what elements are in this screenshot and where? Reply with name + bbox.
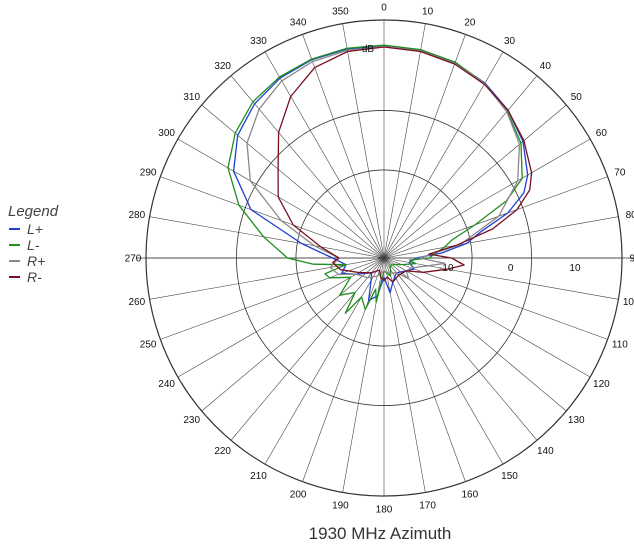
angle-tick-label: 30 — [504, 36, 516, 47]
grid-spoke — [383, 257, 567, 412]
series-group — [227, 44, 533, 314]
angle-tick-label: 340 — [290, 18, 307, 29]
grid-spoke — [264, 257, 385, 465]
grid-spoke — [264, 51, 385, 259]
angle-tick-label: 60 — [596, 128, 608, 139]
legend-label: R+ — [27, 253, 46, 269]
ring-value-label: -10 — [439, 263, 454, 274]
legend-swatch — [9, 276, 20, 278]
legend-label: L+ — [27, 221, 43, 237]
angle-tick-label: 190 — [332, 501, 349, 512]
angle-tick-label: 210 — [250, 471, 267, 482]
grid-spoke — [149, 216, 385, 259]
grid-spoke — [201, 257, 385, 412]
grid-spoke — [302, 257, 385, 482]
grid-spoke — [383, 23, 426, 259]
grid-spoke — [383, 257, 619, 300]
angle-tick-label: 90 — [629, 254, 634, 265]
grid-spoke — [383, 176, 608, 259]
angle-tick-label: 260 — [128, 297, 145, 308]
grid-spoke — [230, 75, 385, 259]
unit-label: dB — [362, 44, 375, 55]
legend-title: Legend — [8, 203, 59, 220]
angle-tick-label: 20 — [464, 18, 476, 29]
angle-tick-label: 200 — [290, 489, 307, 500]
angle-tick-label: 240 — [158, 379, 175, 390]
angle-tick-label: 270 — [125, 254, 142, 265]
legend-item-l-minus: L- — [8, 237, 58, 253]
grid-spoke — [383, 257, 504, 465]
angle-tick-label: 350 — [332, 6, 349, 17]
series-line-r-minus — [277, 46, 533, 283]
grid-spoke — [383, 216, 619, 259]
grid-spoke — [230, 257, 385, 441]
ring-value-label: 0 — [508, 263, 514, 274]
legend-item-l-plus: L+ — [8, 221, 58, 237]
grid-spoke — [177, 257, 385, 378]
grid-spoke — [383, 257, 591, 378]
grid-spoke — [383, 51, 504, 259]
series-line-r-minusplus — [246, 45, 521, 280]
grid-spoke — [342, 23, 385, 259]
angle-tick-label: 180 — [376, 505, 393, 516]
angle-tick-label: 300 — [158, 128, 175, 139]
polar-grid — [136, 19, 634, 497]
grid-spoke — [160, 257, 385, 340]
axis-labels: 0102030405060708090100110120130140150160… — [125, 3, 634, 516]
angle-tick-label: 150 — [501, 471, 518, 482]
legend-item-r-plus: R+ — [8, 253, 58, 269]
angle-tick-label: 70 — [614, 168, 626, 179]
angle-tick-label: 320 — [214, 61, 231, 72]
angle-tick-label: 230 — [183, 415, 200, 426]
angle-tick-label: 160 — [462, 489, 479, 500]
legend-label: R- — [27, 269, 42, 285]
grid-spoke — [383, 257, 466, 482]
grid-spoke — [383, 257, 426, 493]
grid-spoke — [160, 176, 385, 259]
angle-tick-label: 170 — [419, 501, 436, 512]
grid-spoke — [383, 34, 466, 259]
grid-spoke — [383, 138, 591, 259]
grid-spoke — [302, 34, 385, 259]
grid-spoke — [383, 257, 538, 441]
series-line-l-minusplus — [232, 45, 529, 301]
angle-tick-label: 130 — [568, 415, 585, 426]
chart-caption: 1930 MHz Azimuth — [308, 524, 452, 543]
angle-tick-label: 220 — [214, 446, 231, 457]
angle-tick-label: 80 — [626, 210, 634, 221]
grid-spoke — [201, 104, 385, 259]
legend-label: L- — [27, 237, 40, 253]
angle-tick-label: 50 — [571, 92, 583, 103]
angle-tick-label: 0 — [381, 3, 387, 14]
legend-item-r-minus: R- — [8, 269, 58, 285]
legend-swatch — [9, 260, 20, 262]
angle-tick-label: 120 — [593, 379, 610, 390]
legend-swatch — [9, 244, 20, 246]
angle-tick-label: 330 — [250, 36, 267, 47]
grid-spoke — [383, 75, 538, 259]
grid-spoke — [383, 104, 567, 259]
legend: Legend L+ L- R+ R- — [8, 203, 58, 285]
angle-tick-label: 250 — [140, 339, 157, 350]
grid-spoke — [177, 138, 385, 259]
angle-tick-label: 110 — [612, 339, 628, 350]
ring-value-label: 10 — [569, 263, 581, 274]
legend-swatch — [9, 228, 20, 230]
angle-tick-label: 280 — [128, 210, 145, 221]
angle-tick-label: 140 — [537, 446, 554, 457]
angle-tick-label: 10 — [422, 6, 434, 17]
angle-tick-label: 290 — [140, 168, 157, 179]
angle-tick-label: 310 — [183, 92, 200, 103]
angle-tick-label: 40 — [540, 61, 552, 72]
angle-tick-label: 100 — [623, 297, 634, 308]
